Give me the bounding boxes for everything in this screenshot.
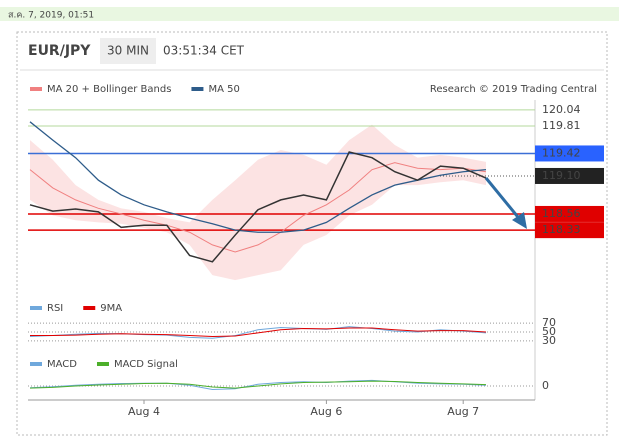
frame: [16, 31, 608, 436]
arrow-head: [512, 212, 527, 229]
y-tick-label: 50: [542, 325, 556, 338]
level-box: [535, 167, 604, 184]
legend-swatch: [30, 362, 42, 366]
series-line: [29, 380, 487, 389]
plot: 120.04 119.81 119.42 119.10 118.56 118.33 MA 2…: [28, 84, 604, 418]
level-label: 119.42: [542, 146, 581, 159]
interval-box: [100, 38, 156, 64]
legend-label: 9MA: [100, 303, 122, 314]
top-bar: [0, 7, 619, 21]
level-box: [535, 205, 604, 222]
legend-label: MACD: [47, 359, 77, 370]
y-tick-label: 0: [542, 379, 549, 392]
level-label: 118.33: [542, 223, 581, 236]
legend-swatch: [96, 362, 109, 366]
y-tick-label: 30: [542, 334, 556, 347]
y-tick-label: 70: [542, 316, 556, 329]
legend-swatch: [30, 306, 42, 310]
series-line: [29, 162, 487, 253]
credit: Research © 2019 Trading Central: [430, 84, 597, 95]
x-tick-label: Aug 4: [128, 405, 160, 418]
series-line: [30, 327, 487, 337]
price-line: [29, 151, 487, 263]
x-tick-label: Aug 6: [310, 405, 342, 418]
bollinger-band: [30, 124, 486, 281]
level-label: 118.56: [542, 207, 581, 220]
x-tick-label: Aug 7: [447, 405, 479, 418]
symbol: EUR/JPY: [28, 43, 91, 59]
legend-label: RSI: [47, 303, 63, 314]
interval: 30 MIN: [107, 44, 149, 58]
legend-label: MA 20 + Bollinger Bands: [47, 84, 171, 95]
level-label: 119.81: [542, 119, 581, 132]
forecast-arrow: [484, 177, 524, 223]
level-box: [535, 222, 604, 239]
legend-label: MA 50: [208, 84, 239, 95]
date: ส.ค. 7, 2019, 01:51: [8, 11, 94, 21]
series-line: [29, 326, 487, 339]
series-line: [29, 121, 487, 233]
level-label: 120.04: [542, 103, 581, 116]
legend-swatch: [30, 87, 42, 91]
level-label: 119.10: [542, 169, 581, 182]
time: 03:51:34 CET: [163, 44, 245, 58]
legend-swatch: [191, 87, 204, 91]
level-box: [535, 145, 604, 162]
legend-swatch: [83, 306, 96, 310]
series-line: [29, 379, 487, 391]
legend-label: MACD Signal: [114, 359, 178, 370]
